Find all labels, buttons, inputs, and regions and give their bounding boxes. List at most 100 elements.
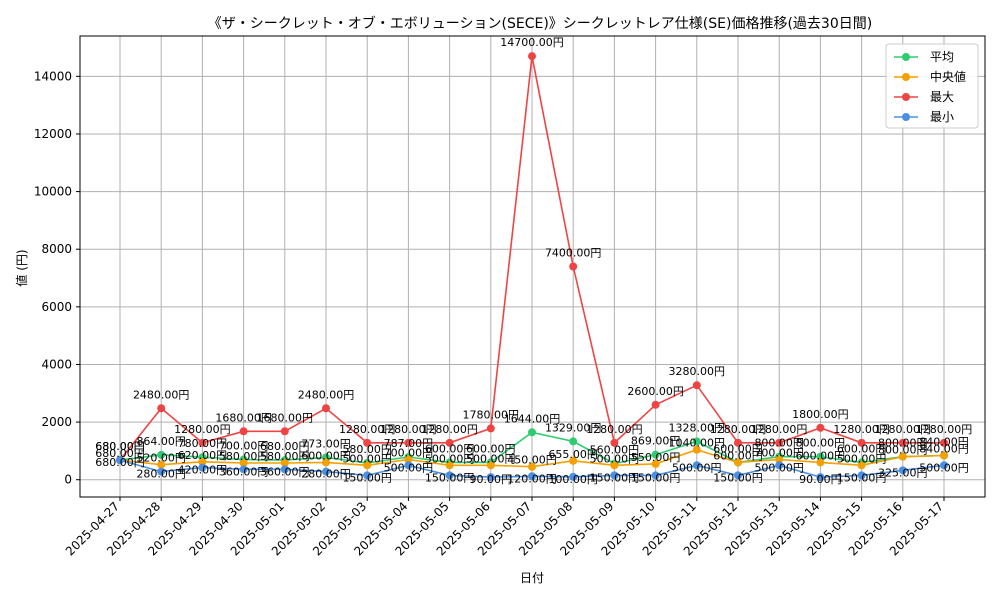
data-label: 600.00円 [301,449,351,462]
y-tick-label: 0 [64,473,72,487]
data-label: 680.00円 [95,447,145,460]
legend-marker [902,93,910,101]
data-label: 800.00円 [796,437,846,450]
data-label: 700.00円 [384,447,434,460]
data-point [445,471,454,480]
data-label: 150.00円 [342,471,392,484]
data-label: 1280.00円 [380,423,437,436]
data-label: 700.00円 [754,447,804,460]
data-label: 1800.00円 [792,408,849,421]
data-label: 100.00円 [548,473,598,486]
data-point [363,438,372,447]
data-label: 787.00円 [384,437,434,450]
data-label: 869.00円 [631,435,681,448]
chart-title: 《ザ・シークレット・オブ・エボリューション(SECE)》シークレットレア仕様(S… [208,15,872,32]
data-label: 600.00円 [713,449,763,462]
grid [80,36,985,497]
data-label: 600.00円 [425,442,475,455]
data-label: 840.00円 [919,443,969,456]
data-label: 150.00円 [837,471,887,484]
data-label: 500.00円 [919,461,969,474]
data-label: 500.00円 [590,452,640,465]
data-label: 90.00円 [470,473,513,486]
data-label: 1680.00円 [215,411,272,424]
data-label: 1328.00円 [669,421,726,434]
data-label: 600.00円 [837,442,887,455]
data-point [775,461,784,470]
data-label: 864.00円 [136,435,186,448]
data-point [816,473,825,482]
data-point [940,451,948,460]
data-point [775,455,784,464]
data-label: 150.00円 [713,471,763,484]
data-label: 500.00円 [754,461,804,474]
data-label: 500.00円 [466,452,516,465]
data-point [857,461,866,470]
data-point [692,445,701,454]
series-1 [116,445,948,471]
data-point [940,438,948,447]
data-point [280,459,289,468]
data-label: 1280.00円 [339,423,396,436]
data-label: 500.00円 [425,452,475,465]
data-label: 1644.00円 [504,412,561,425]
data-point [857,438,866,447]
data-label: 840.00円 [919,436,969,449]
data-point [363,471,372,480]
y-tick-label: 4000 [41,357,72,371]
data-label: 420.00円 [178,464,228,477]
data-label: 280.00円 [301,468,351,481]
data-label: 1280.00円 [833,423,890,436]
data-label: 655.00円 [548,448,598,461]
data-label: 360.00円 [219,465,269,478]
data-point [486,461,495,470]
data-point [940,461,948,470]
data-label: 14700.00円 [500,36,564,49]
data-point [445,461,454,470]
data-point [322,467,330,476]
data-label: 150.00円 [631,471,681,484]
data-point [857,471,866,480]
data-point [239,427,248,436]
legend-entry: 最大 [930,90,954,104]
data-label: 7400.00円 [545,247,602,260]
y-tick-label: 14000 [34,69,72,83]
data-label: 1280.00円 [916,423,973,436]
data-point [322,458,330,467]
data-label: 3280.00円 [669,365,726,378]
data-point [816,458,825,467]
data-point [280,465,289,474]
y-tick-label: 10000 [34,185,72,199]
data-point [898,438,907,447]
data-point [198,457,207,466]
legend-marker [902,73,910,81]
series-layer [116,52,948,482]
data-point [610,461,619,470]
data-point [198,463,207,472]
y-axis-label: 値 (円) [14,249,29,286]
data-label: 600.00円 [466,442,516,455]
data-label: 600.00円 [713,442,763,455]
data-point [157,460,166,469]
data-label: 1329.00円 [545,421,602,434]
data-label: 580.00円 [260,450,310,463]
data-label: 680.00円 [260,440,310,453]
legend-marker [902,53,910,61]
data-point [157,450,166,459]
data-point [692,437,701,446]
data-label: 150.00円 [425,471,475,484]
data-point [610,471,619,480]
data-point [569,456,578,465]
data-point [651,471,660,480]
data-label: 773.00円 [301,437,351,450]
data-label: 780.00円 [178,437,228,450]
data-point [528,472,536,481]
data-point [610,438,619,447]
data-label: 2480.00円 [298,388,355,401]
data-point [775,438,784,447]
data-label: 450.00円 [507,454,557,467]
data-label: 700.00円 [219,440,269,453]
data-label: 520.00円 [136,452,186,465]
data-label: 1780.00円 [463,408,520,421]
data-point [280,427,289,436]
